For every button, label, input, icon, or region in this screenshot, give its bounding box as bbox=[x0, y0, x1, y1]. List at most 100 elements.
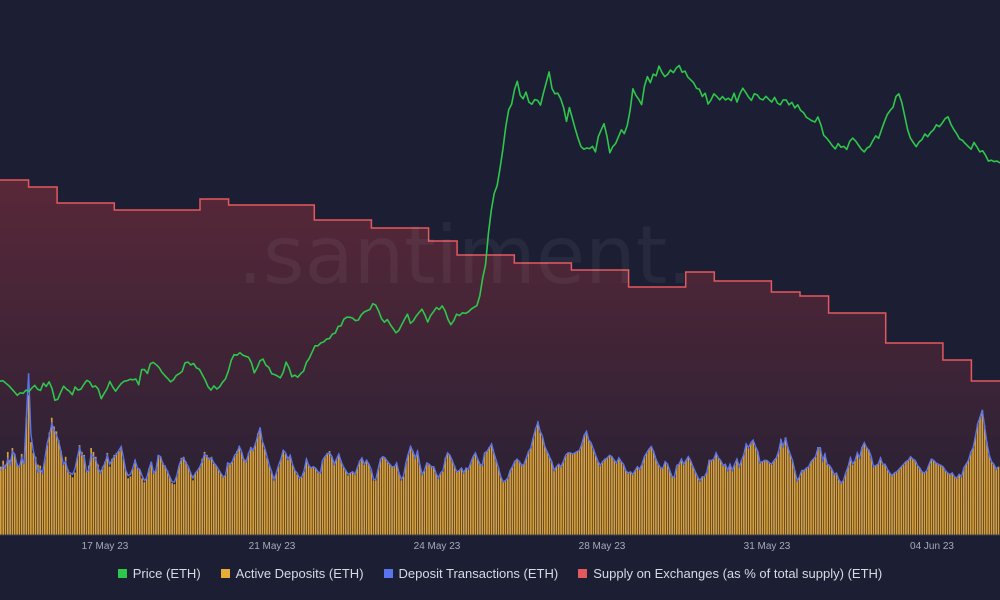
active-deposits-bar bbox=[196, 470, 199, 535]
active-deposits-bar bbox=[546, 451, 548, 535]
active-deposits-bar bbox=[988, 454, 991, 535]
active-deposits-bar bbox=[791, 460, 794, 535]
active-deposits-bar bbox=[682, 463, 685, 535]
active-deposits-bar bbox=[902, 464, 905, 535]
legend-item-price[interactable]: Price (ETH) bbox=[117, 566, 201, 581]
active-deposits-bar bbox=[766, 460, 768, 535]
active-deposits-bar bbox=[666, 463, 669, 535]
active-deposits-bar bbox=[900, 466, 903, 535]
active-deposits-bar bbox=[981, 409, 984, 535]
active-deposits-bar bbox=[39, 465, 42, 535]
active-deposits-bar bbox=[918, 467, 921, 535]
active-deposits-bar bbox=[560, 466, 562, 535]
active-deposits-bar bbox=[937, 463, 940, 535]
active-deposits-bar bbox=[879, 457, 882, 535]
active-deposits-bar bbox=[240, 451, 243, 535]
active-deposits-bar bbox=[101, 466, 104, 535]
active-deposits-bar bbox=[428, 464, 430, 535]
active-deposits-bar bbox=[379, 458, 382, 535]
active-deposits-bar bbox=[81, 451, 83, 535]
active-deposits-bar bbox=[627, 473, 629, 535]
active-deposits-bar bbox=[618, 457, 620, 535]
active-deposits-bar bbox=[812, 458, 815, 535]
active-deposits-bar bbox=[923, 472, 926, 535]
active-deposits-bar bbox=[469, 462, 472, 535]
active-deposits-bar bbox=[229, 463, 231, 535]
active-deposits-bar bbox=[243, 458, 245, 535]
active-deposits-bar bbox=[131, 468, 134, 535]
active-deposits-bar bbox=[129, 476, 132, 535]
legend-item-deposit-transactions[interactable]: Deposit Transactions (ETH) bbox=[383, 566, 558, 581]
active-deposits-bar bbox=[324, 456, 326, 535]
active-deposits-bar bbox=[189, 472, 192, 535]
active-deposits-bar bbox=[273, 480, 275, 535]
active-deposits-bar bbox=[94, 456, 97, 535]
active-deposits-bar bbox=[32, 452, 35, 535]
active-deposits-bar bbox=[208, 457, 210, 535]
active-deposits-bar bbox=[956, 478, 958, 535]
active-deposits-bar bbox=[773, 460, 775, 535]
active-deposits-bar bbox=[277, 465, 280, 535]
active-deposits-bar bbox=[64, 456, 67, 535]
active-deposits-bar bbox=[946, 472, 949, 535]
active-deposits-bar bbox=[581, 443, 583, 535]
active-deposits-bar bbox=[305, 458, 308, 535]
active-deposits-bar bbox=[585, 431, 588, 535]
active-deposits-bar bbox=[321, 460, 324, 535]
active-deposits-bar bbox=[983, 425, 986, 535]
active-deposits-bar bbox=[842, 480, 845, 535]
active-deposits-bar bbox=[358, 460, 361, 535]
active-deposits-bar bbox=[611, 456, 613, 535]
active-deposits-bar bbox=[668, 470, 671, 535]
legend-item-supply-on-exchanges[interactable]: Supply on Exchanges (as % of total suppl… bbox=[578, 566, 882, 581]
active-deposits-bar bbox=[909, 456, 912, 535]
active-deposits-bar bbox=[717, 457, 720, 535]
active-deposits-bar bbox=[159, 456, 162, 535]
active-deposits-bar bbox=[703, 476, 706, 535]
active-deposits-bar bbox=[659, 467, 662, 535]
active-deposits-bar bbox=[932, 460, 935, 535]
x-tick-label: 24 May 23 bbox=[414, 541, 461, 552]
active-deposits-bar bbox=[335, 458, 338, 535]
active-deposits-bar bbox=[400, 480, 403, 535]
active-deposits-bar bbox=[199, 466, 201, 535]
active-deposits-bar bbox=[641, 464, 643, 535]
active-deposits-bar bbox=[606, 457, 609, 535]
active-deposits-bar bbox=[710, 460, 713, 535]
active-deposits-bar bbox=[828, 465, 831, 535]
active-deposits-bar bbox=[824, 453, 826, 535]
active-deposits-bar bbox=[969, 451, 972, 535]
active-deposits-bar bbox=[231, 461, 234, 535]
active-deposits-bar bbox=[30, 442, 32, 535]
active-deposits-bar bbox=[261, 442, 264, 535]
active-deposits-bar bbox=[162, 462, 164, 535]
active-deposits-bar bbox=[590, 443, 592, 535]
active-deposits-bar bbox=[740, 459, 743, 536]
active-deposits-bar bbox=[856, 452, 859, 535]
active-deposits-bar bbox=[432, 466, 435, 535]
active-deposits-bar bbox=[361, 457, 363, 535]
active-deposits-bar bbox=[319, 473, 322, 535]
active-deposits-bar bbox=[46, 445, 48, 535]
active-deposits-bar bbox=[604, 458, 606, 535]
active-deposits-bar bbox=[562, 461, 565, 535]
active-deposits-bar bbox=[402, 476, 405, 535]
active-deposits-bar bbox=[34, 456, 37, 535]
active-deposits-bar bbox=[13, 453, 16, 535]
active-deposits-bar bbox=[254, 443, 257, 535]
active-deposits-bar bbox=[444, 457, 447, 535]
active-deposits-bar bbox=[307, 464, 310, 535]
active-deposits-bar bbox=[625, 470, 627, 535]
active-deposits-bar bbox=[692, 466, 694, 535]
active-deposits-bar bbox=[74, 472, 76, 535]
active-deposits-bar bbox=[296, 474, 298, 535]
active-deposits-bar bbox=[847, 466, 849, 535]
legend-item-active-deposits[interactable]: Active Deposits (ETH) bbox=[220, 566, 364, 581]
active-deposits-bar bbox=[712, 458, 715, 535]
active-deposits-bar bbox=[796, 480, 798, 535]
active-deposits-bar bbox=[407, 453, 410, 535]
active-deposits-bar bbox=[965, 463, 967, 535]
active-deposits-bar bbox=[118, 451, 120, 535]
active-deposits-bar bbox=[877, 463, 879, 535]
active-deposits-bar bbox=[210, 456, 213, 535]
